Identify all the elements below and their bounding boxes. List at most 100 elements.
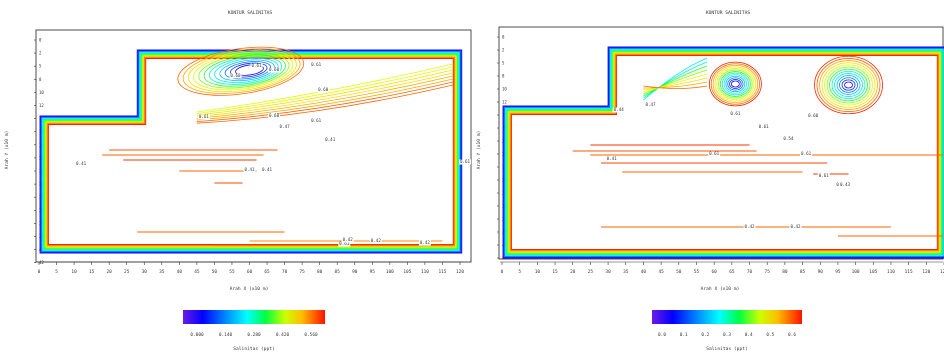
eddy-contour (729, 79, 742, 89)
eddy-contour (834, 73, 863, 97)
chart-left: KONTUR SALINITAS025810121518202225283032… (4, 10, 472, 352)
plume-contour (196, 78, 454, 121)
contour-label: 0.47 (280, 124, 291, 129)
x-tick-label: 65 (729, 269, 735, 275)
eddy-contour (712, 64, 759, 104)
x-tick-label: 60 (712, 269, 718, 275)
contour-label-bg (729, 111, 742, 117)
x-tick-label: 80 (782, 269, 788, 275)
eddy-contours (643, 55, 883, 115)
contour-label: 0.42 (420, 240, 431, 245)
contour-label: 0.42 (343, 237, 354, 242)
x-tick-label: 80 (317, 269, 323, 275)
eddy-contour (727, 77, 744, 91)
x-tick-label: 110 (421, 269, 429, 275)
panel-right-content: KONTUR SALINITAS025810121518202225283032… (476, 10, 944, 352)
boundary-contour (48, 58, 454, 245)
x-tick-label: 15 (89, 269, 95, 275)
colorbar-tick-label: 0.1 (680, 332, 688, 338)
boundary-contour (44, 54, 458, 249)
x-tick-label: 50 (676, 269, 682, 275)
chart-title: KONTUR SALINITAS (706, 10, 750, 16)
eddy-contour (214, 57, 279, 83)
contour-label: 0.41 (325, 137, 336, 142)
y-axis-label: Arah Y (x10 m) (4, 131, 10, 170)
y-tick-label: 42 (39, 260, 44, 265)
x-tick-label: 60 (247, 269, 253, 275)
eddy-contour (826, 66, 871, 104)
contour-label-bg (250, 63, 263, 69)
contour-label-bg (278, 124, 291, 130)
colorbar (652, 310, 802, 324)
x-tick-label: 5 (518, 269, 521, 275)
y-tick-label: 8 (39, 77, 42, 82)
x-tick-label: 110 (887, 269, 895, 275)
boundary-contour (504, 48, 944, 257)
y-tick-label: 5 (502, 61, 505, 66)
eddy-contour (829, 68, 868, 102)
x-tick-label: 85 (800, 269, 806, 275)
x-tick-label: 115 (905, 269, 913, 275)
contour-label: 0.61 (339, 241, 350, 246)
y-tick-label: 0 (39, 38, 42, 43)
chart-right: KONTUR SALINITAS025810121518202225283032… (476, 10, 944, 352)
contour-label-bg (789, 224, 802, 230)
contour-label-bg (197, 114, 210, 120)
x-tick-label: 120 (922, 269, 930, 275)
eddy-contour (224, 61, 272, 80)
eddy-contour (841, 79, 856, 91)
x-tick-label: 125 (940, 269, 944, 275)
eddy-contour (723, 74, 748, 94)
eddy-contour (719, 71, 751, 97)
colorbar-tick-label: 0.0 (658, 332, 666, 338)
plume-contour (196, 66, 454, 114)
contour-label-bg (708, 151, 721, 157)
contour-label-bg (268, 113, 281, 119)
eddy-contour (730, 80, 740, 88)
boundary-contour (511, 55, 938, 250)
boundary-contour (505, 49, 943, 256)
y-tick-label: 12 (502, 100, 507, 105)
contour-label: 0.61 (730, 111, 741, 116)
contour-label: 0.44 (614, 107, 625, 112)
colorbar-tick-label: 0.6 (788, 332, 796, 338)
x-tick-label: 0 (501, 269, 504, 275)
boundary-contour (42, 52, 459, 251)
x-tick-label: 95 (835, 269, 841, 275)
x-tick-label: 25 (124, 269, 130, 275)
contour-label-bg (369, 238, 382, 244)
contour-label-bg (310, 62, 323, 68)
x-tick-label: 5 (55, 269, 58, 275)
eddy-contour (203, 54, 286, 87)
eddy-contour (718, 69, 753, 99)
contour-label: 0.60 (269, 67, 280, 72)
x-tick-label: 55 (694, 269, 700, 275)
eddy-contour (710, 63, 760, 105)
x-tick-label: 30 (605, 269, 611, 275)
y-tick-label: 0 (502, 35, 505, 40)
eddy-contour (208, 56, 283, 85)
contour-label: 0.60 (269, 113, 280, 118)
colorbar-tick-label: 0.000 (190, 332, 204, 338)
boundary-contour (510, 54, 939, 251)
boundary-contour (40, 50, 462, 253)
x-tick-label: 105 (403, 269, 411, 275)
x-tick-label: 115 (438, 269, 446, 275)
plume-contour (196, 75, 454, 119)
y-tick-label: 10 (502, 87, 507, 92)
contour-label: 0.61 (801, 151, 812, 156)
contour-label-bg (838, 182, 851, 188)
eddy-contour (714, 66, 757, 102)
plume-contour (196, 84, 454, 124)
colorbar-tick-label: 0.560 (304, 332, 318, 338)
plume-contour (643, 65, 708, 97)
plume-contour (196, 72, 454, 118)
contour-label-bg (807, 113, 820, 119)
contour-label: 0.41 (262, 167, 273, 172)
plume-contour (643, 81, 708, 89)
contour-label-bg (338, 241, 351, 247)
eddy-contour (839, 77, 858, 93)
contour-label-bg (605, 156, 618, 162)
contour-label-bg (612, 107, 625, 113)
x-tick-label: 45 (194, 269, 200, 275)
